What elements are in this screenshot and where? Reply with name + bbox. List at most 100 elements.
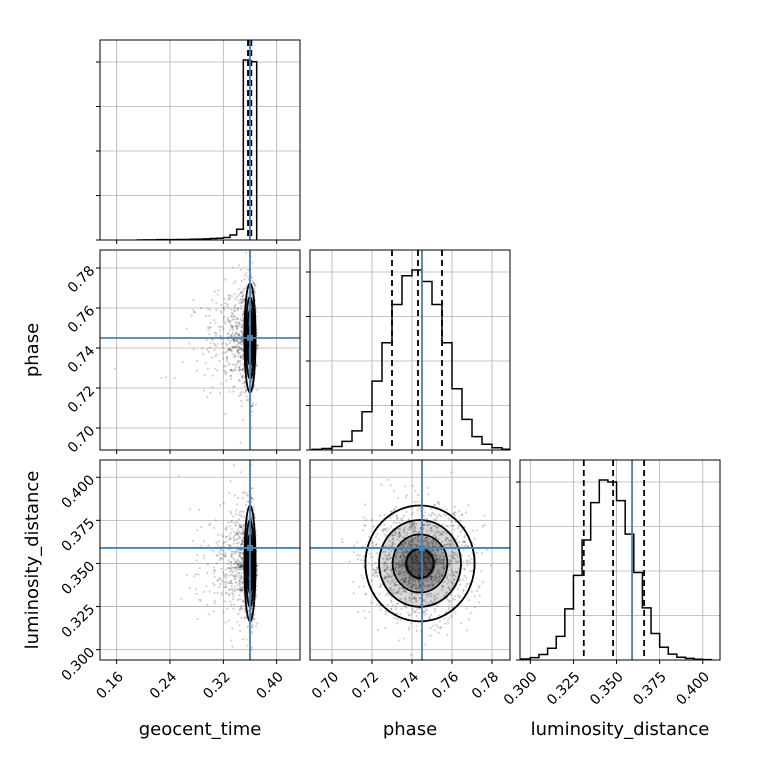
sample-point [228,574,231,577]
sample-point [240,557,243,560]
x-axis-label: geocent_time [139,719,262,740]
sample-point [400,563,404,566]
sample-point [447,586,450,589]
sample-point [440,625,443,629]
sample-point [224,371,227,374]
sample-point [222,317,225,320]
sample-point [240,295,244,298]
sample-point [386,591,389,595]
truth-marker [247,335,253,341]
sample-point [418,584,421,587]
sample-point [236,598,240,602]
sample-point [397,535,400,538]
sample-point [427,523,430,526]
sample-point [227,543,230,546]
sample-point [407,579,410,582]
sample-point [236,568,239,571]
sample-point [399,565,402,568]
sample-point [445,524,448,528]
sample-point [476,551,479,555]
sample-point [219,557,223,560]
sample-point [430,581,433,584]
sample-point [391,534,395,537]
sample-point [456,588,460,591]
sample-point [450,593,453,597]
sample-point [224,351,227,354]
sample-point [416,509,419,512]
sample-point [240,515,244,518]
sample-point [234,365,238,368]
density-region [378,519,462,608]
sample-point [426,557,430,560]
x-axis-label: luminosity_distance [531,719,710,740]
sample-point [213,591,216,594]
sample-point [438,619,442,622]
sample-point [233,292,236,296]
sample-point [239,552,242,555]
sample-point [237,333,240,336]
sample-point [449,561,453,564]
sample-point [453,554,456,557]
sample-point [410,565,414,568]
sample-point [239,607,242,610]
sample-point [250,646,253,649]
sample-point [384,575,387,578]
sample-point [389,565,392,568]
sample-point [388,539,391,542]
sample-point [245,388,248,391]
sample-point [399,613,402,616]
sample-point [418,580,421,583]
sample-point [352,592,355,595]
sample-point [202,557,206,560]
sample-point [227,332,230,335]
sample-point [451,554,455,557]
sample-point [437,501,440,504]
sample-point [376,629,380,632]
sample-point [443,564,446,567]
sample-point [390,608,393,611]
sample-point [251,487,254,490]
sample-point [443,554,446,558]
sample-point [469,561,472,564]
sample-point [394,532,397,535]
sample-point [467,618,471,621]
sample-point [213,599,216,602]
sample-point [473,595,476,598]
sample-point [403,555,407,558]
sample-point [408,518,411,521]
sample-point [483,514,486,517]
sample-point [228,544,231,548]
sample-point [201,347,204,350]
sample-point [236,349,239,352]
sample-point [409,582,412,585]
sample-point [383,561,386,564]
sample-point [251,404,254,408]
sample-point [209,321,212,324]
sample-point [242,531,245,534]
sample-point [457,560,460,563]
sample-point [229,375,232,378]
sample-point [228,594,231,597]
sample-point [440,573,443,576]
sample-point [232,607,235,610]
sample-point [239,355,243,358]
sample-point [429,613,433,616]
sample-point [231,266,234,269]
sample-point [238,588,241,592]
sample-point [410,597,413,601]
sample-point [423,556,426,559]
sample-point [209,391,212,395]
sample-point [242,287,246,290]
sample-point [240,576,243,579]
sample-point [234,575,238,578]
sample-point [443,530,446,533]
sample-point [233,309,236,312]
sample-point [376,566,379,569]
sample-point [438,544,441,547]
sample-point [239,347,242,350]
sample-point [477,586,480,589]
sample-point [371,567,374,570]
y-tick-label: 0.74 [65,343,98,376]
sample-point [236,354,239,358]
sample-point [233,558,236,561]
